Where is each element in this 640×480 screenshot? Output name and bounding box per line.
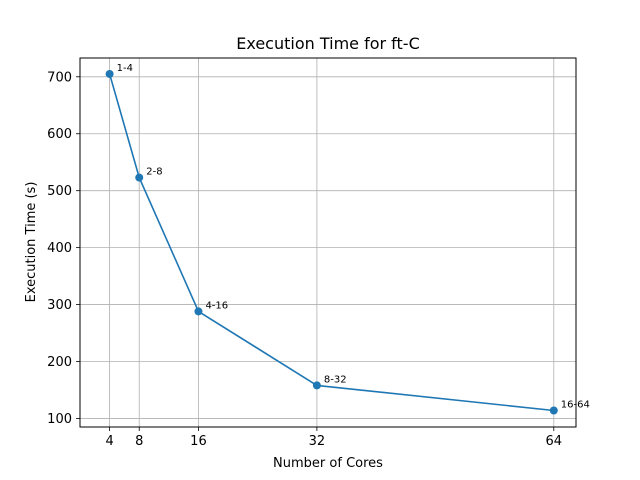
grid [80, 58, 576, 427]
x-tick-label: 64 [546, 434, 563, 449]
data-point [312, 381, 321, 390]
x-tick-label: 8 [135, 434, 143, 449]
series-line [108, 73, 554, 412]
data-point [105, 69, 114, 78]
data-point-label: 4-16 [205, 300, 228, 311]
x-tick-label: 32 [309, 434, 326, 449]
y-tick-label: 500 [47, 184, 72, 199]
chart-title: Execution Time for ft-C [236, 34, 420, 53]
y-tick-label: 100 [47, 412, 72, 427]
data-point-label: 1-4 [117, 63, 133, 74]
x-axis-label: Number of Cores [273, 456, 383, 471]
x-tick-label: 16 [190, 434, 207, 449]
data-point [194, 307, 203, 316]
data-point [135, 173, 144, 182]
x-tick-label: 4 [105, 434, 113, 449]
y-tick-label: 700 [47, 70, 72, 85]
data-point-label: 16-64 [561, 399, 590, 410]
y-axis-label: Execution Time (s) [24, 182, 39, 303]
series-layer: 1-4 2-8 4-16 8-32 16-64 [105, 63, 590, 415]
plot-frame [79, 57, 577, 428]
y-tick-label: 200 [47, 355, 72, 370]
data-point-label: 2-8 [146, 167, 162, 178]
y-tick-label: 400 [47, 241, 72, 256]
y-tick-label: 300 [47, 298, 72, 313]
data-point [549, 406, 558, 415]
ticks: 4 8 16 32 64 100 200 300 400 500 600 700 [47, 70, 562, 449]
data-point-label: 8-32 [324, 374, 347, 385]
y-tick-label: 600 [47, 127, 72, 142]
